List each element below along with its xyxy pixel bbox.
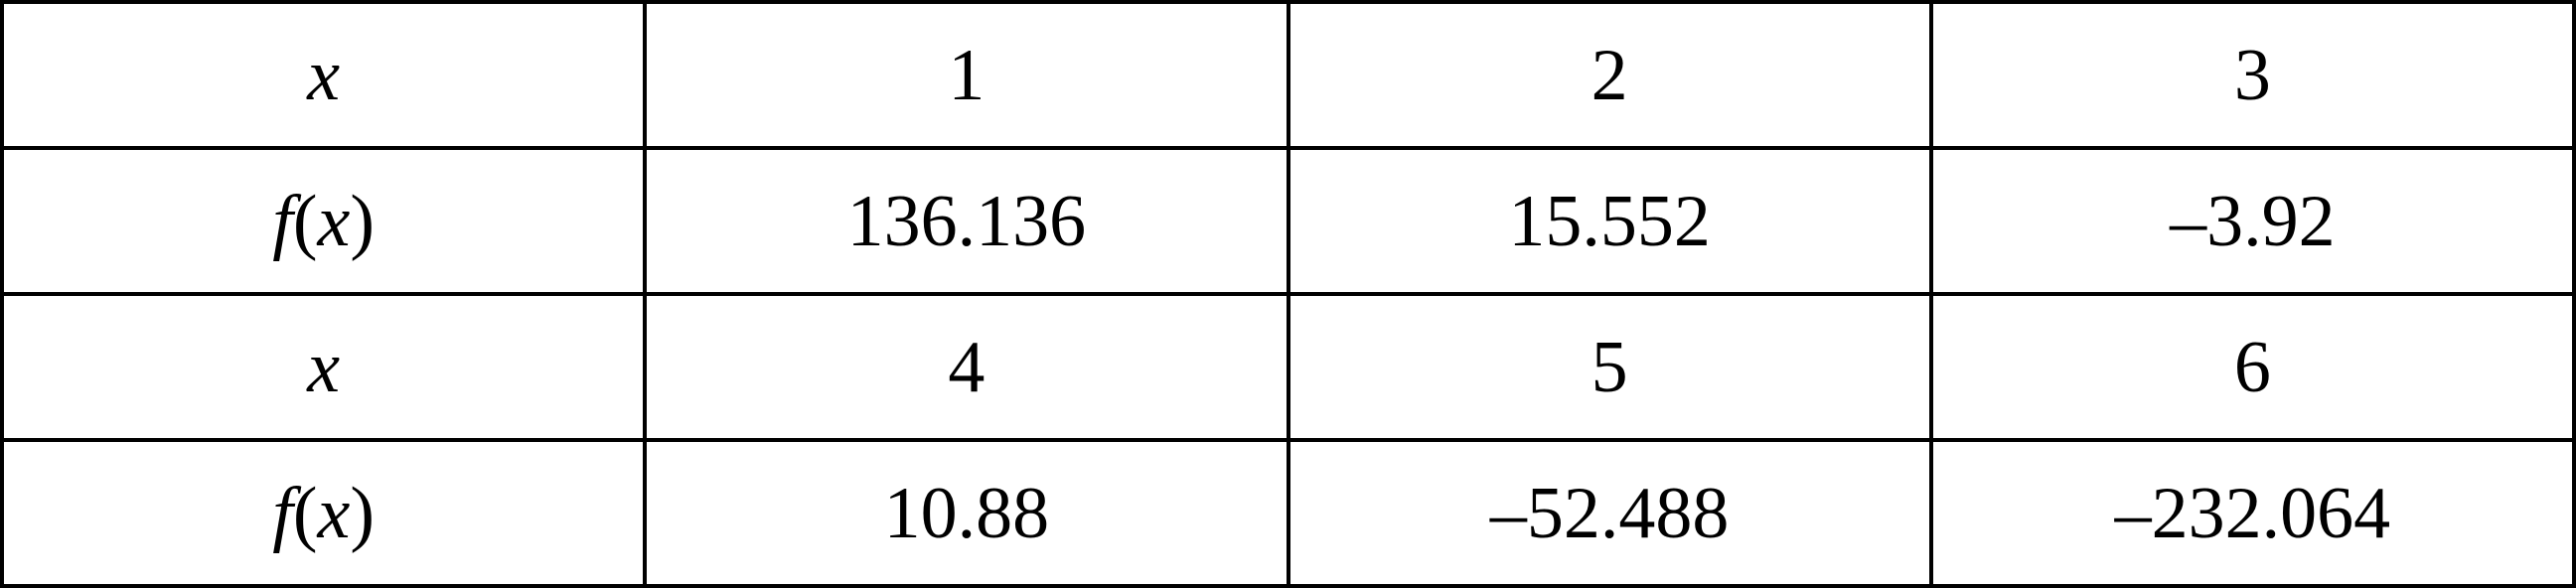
row-label-x: x — [0, 0, 648, 150]
row-label-fx: f(x) — [0, 438, 648, 588]
table-cell: –3.92 — [1928, 146, 2576, 296]
function-f: f — [272, 180, 293, 262]
table-cell: 1 — [643, 0, 1290, 150]
table-cell: 136.136 — [643, 146, 1290, 296]
table-row-fx-1: f(x) 136.136 15.552 –3.92 — [0, 146, 2576, 296]
variable-x: x — [317, 180, 351, 262]
table-row-fx-2: f(x) 10.88 –52.488 –232.064 — [0, 438, 2576, 588]
table-cell: 15.552 — [1286, 146, 1933, 296]
table-cell: –52.488 — [1286, 438, 1933, 588]
table-cell: 2 — [1286, 0, 1933, 150]
variable-x: x — [317, 472, 351, 554]
table-row-x-1: x 1 2 3 — [0, 0, 2576, 150]
variable-x: x — [307, 326, 341, 408]
variable-x: x — [307, 34, 341, 116]
open-paren: ( — [292, 472, 318, 554]
table-cell: 5 — [1286, 292, 1933, 442]
open-paren: ( — [292, 180, 318, 262]
table-row-x-2: x 4 5 6 — [0, 292, 2576, 442]
close-paren: ) — [350, 180, 375, 262]
table-cell: 10.88 — [643, 438, 1290, 588]
table-cell: 6 — [1928, 292, 2576, 442]
row-label-fx: f(x) — [0, 146, 648, 296]
table-cell: 4 — [643, 292, 1290, 442]
close-paren: ) — [350, 472, 375, 554]
table-cell: –232.064 — [1928, 438, 2576, 588]
function-f: f — [272, 472, 293, 554]
table-cell: 3 — [1928, 0, 2576, 150]
row-label-x: x — [0, 292, 648, 442]
